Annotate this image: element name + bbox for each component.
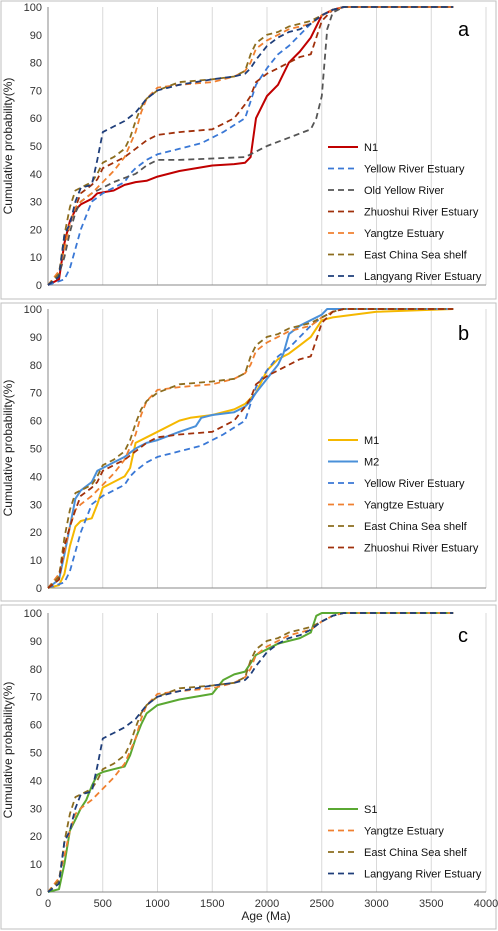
panel-b-y-tick-label: 0: [36, 583, 42, 595]
panel-c-series-yangtze-estuary: [47, 612, 454, 893]
panel-c-y-tick-label: 70: [30, 692, 42, 704]
panel-a-series-yangtze-estuary: [47, 6, 454, 286]
panel-a-y-tick-label: 70: [30, 85, 42, 97]
panel-a-y-tick-label: 20: [30, 224, 42, 236]
panel-b-legend-label-zhuoshui-river-estuary: Zhuoshui River Estuary: [364, 543, 479, 555]
panel-c-y-tick-label: 0: [36, 887, 42, 899]
panel-c-x-tick-label: 1000: [145, 898, 169, 910]
panel-a-series-east-china-sea-shelf: [47, 6, 454, 286]
panel-b-series-m1: [47, 308, 454, 589]
panel-b-legend-label-m1: M1: [364, 435, 379, 447]
panel-c-x-tick-label: 0: [45, 898, 51, 910]
panel-b-legend-label-m2: M2: [364, 457, 379, 469]
panel-b-y-tick-label: 10: [30, 555, 42, 567]
panel-c-x-tick-label: 2000: [255, 898, 279, 910]
panel-a-y-tick-label: 60: [30, 113, 42, 125]
panel-b-legend-label-yellow-river-estuary: Yellow River Estuary: [364, 478, 465, 490]
panel-b-y-tick-label: 20: [30, 527, 42, 539]
panel-c-label: c: [458, 625, 468, 647]
panel-a: Cumulative probability(%) a 0 10 20 30 40 50 6…: [0, 0, 497, 300]
panel-c-y-tick-label: 50: [30, 748, 42, 760]
panel-c-y-tick-label: 10: [30, 859, 42, 871]
panel-a-series-n1: [47, 6, 454, 286]
panel-a-series-old-yellow-river: [47, 6, 454, 286]
panel-b-y-tick-label: 40: [30, 471, 42, 483]
panel-c-y-tick-label: 60: [30, 720, 42, 732]
panel-b-series-east-china-sea-shelf: [47, 308, 454, 589]
panel-a-y-tick-label: 40: [30, 169, 42, 181]
panel-c-series-east-china-sea-shelf: [47, 612, 454, 893]
panel-c-y-tick-label: 90: [30, 636, 42, 648]
panel-a-legend-label-old-yellow-river: Old Yellow River: [364, 185, 444, 197]
panel-c-y-tick-label: 30: [30, 803, 42, 815]
panel-b-series-yangtze-estuary: [47, 308, 454, 589]
panel-a-legend-label-langyang-river-estuary: Langyang River Estuary: [364, 271, 482, 283]
panel-c-legend-label-s1: S1: [364, 804, 377, 816]
panel-b-y-tick-label: 50: [30, 444, 42, 456]
panel-b-y-axis-label: Cumulative probability(%): [1, 380, 15, 517]
panel-b-y-tick-label: 60: [30, 416, 42, 428]
panel-c-x-axis-label: Age (Ma): [241, 909, 290, 923]
panel-c-x-tick-label: 2500: [310, 898, 334, 910]
panel-c-x-tick-label: 3000: [364, 898, 388, 910]
panel-a-y-tick-label: 50: [30, 141, 42, 153]
panel-b-frame: [0, 302, 497, 602]
panel-a-y-tick-label: 30: [30, 197, 42, 209]
panel-b-y-tick-label: 80: [30, 360, 42, 372]
panel-c-x-tick-label: 500: [94, 898, 112, 910]
panel-a-legend-label-zhuoshui-river-estuary: Zhuoshui River Estuary: [364, 207, 479, 219]
panel-a-legend-label-yellow-river-estuary: Yellow River Estuary: [364, 164, 465, 176]
panel-a-frame: [0, 0, 497, 300]
panel-a-legend-label-n1: N1: [364, 142, 378, 154]
panel-a-y-tick-label: 100: [24, 2, 42, 14]
panel-a-label: a: [458, 19, 470, 41]
panel-c-series-s1: [47, 612, 454, 893]
panel-b-legend-label-yangtze-estuary: Yangtze Estuary: [364, 500, 444, 512]
panel-a-legend-label-yangtze-estuary: Yangtze Estuary: [364, 228, 444, 240]
panel-c-legend-label-yangtze-estuary: Yangtze Estuary: [364, 826, 444, 838]
panel-b: Cumulative probability(%) b 0 10 20 30 40 50 6…: [0, 302, 497, 602]
panel-a-legend-label-east-china-sea-shelf: East China Sea shelf: [364, 250, 468, 262]
panel-a-y-tick-label: 90: [30, 30, 42, 42]
panel-c-x-tick-label: 3500: [419, 898, 443, 910]
panel-c: Cumulative probability(%) c Age (Ma) 0 10…: [0, 604, 498, 930]
panel-c-series-langyang-river-estuary: [47, 612, 454, 893]
panel-c-legend-label-east-china-sea-shelf: East China Sea shelf: [364, 847, 468, 859]
panel-c-y-tick-label: 100: [24, 608, 42, 620]
panel-b-y-tick-label: 70: [30, 388, 42, 400]
panel-c-y-axis-label: Cumulative probability(%): [1, 682, 15, 819]
panel-c-y-tick-label: 40: [30, 775, 42, 787]
panel-a-y-tick-label: 10: [30, 252, 42, 264]
panel-c-y-tick-label: 20: [30, 831, 42, 843]
panel-a-y-tick-label: 80: [30, 58, 42, 70]
panel-b-label: b: [458, 323, 469, 345]
panel-b-y-tick-label: 90: [30, 332, 42, 344]
panel-b-y-tick-label: 30: [30, 499, 42, 511]
panel-b-legend-label-east-china-sea-shelf: East China Sea shelf: [364, 521, 468, 533]
panel-c-legend-label-langyang-river-estuary: Langyang River Estuary: [364, 869, 482, 881]
panel-c-x-tick-label: 4000: [474, 898, 498, 910]
panel-b-y-tick-label: 100: [24, 304, 42, 316]
panel-a-series-langyang-river-estuary: [47, 6, 454, 286]
panel-c-frame: [0, 604, 497, 930]
panel-a-y-axis-label: Cumulative probability(%): [1, 78, 15, 215]
panel-c-y-tick-label: 80: [30, 664, 42, 676]
panel-a-y-tick-label: 0: [36, 280, 42, 292]
panel-c-x-tick-label: 1500: [200, 898, 224, 910]
